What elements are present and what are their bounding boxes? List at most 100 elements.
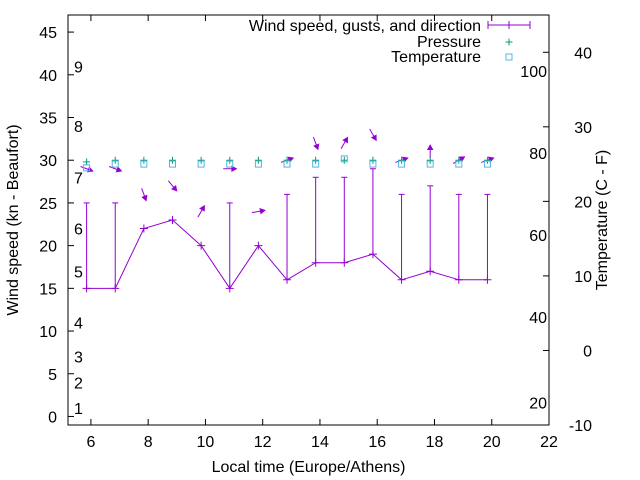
legend-temperature-label: Temperature xyxy=(391,49,481,66)
pressure-point xyxy=(226,156,234,164)
fahrenheit-label: 40 xyxy=(529,310,547,327)
wind-speed-point xyxy=(311,258,320,267)
wind-direction-arrow xyxy=(108,166,123,173)
x-tick-label: 16 xyxy=(368,434,386,451)
pressure-point xyxy=(426,156,434,164)
wind-speed-point xyxy=(168,216,177,224)
x-tick-label: 6 xyxy=(86,434,95,451)
wind-direction-head xyxy=(259,207,266,215)
wind-speed-point xyxy=(340,258,349,267)
wind-speed-point xyxy=(254,241,263,250)
x-tick-label: 8 xyxy=(144,434,153,451)
fahrenheit-label: 100 xyxy=(520,64,547,81)
beaufort-label: 5 xyxy=(74,264,83,281)
y-tick-label: 0 xyxy=(48,409,57,426)
pressure-point xyxy=(111,156,119,164)
temperature-point xyxy=(426,160,434,168)
wind-direction-head xyxy=(141,194,148,202)
y-tick-label: 15 xyxy=(39,281,57,298)
wind-speed-point xyxy=(483,275,492,284)
wind-direction-head xyxy=(199,204,205,212)
wind-direction-arrow xyxy=(312,136,320,151)
x-tick-label: 12 xyxy=(254,434,272,451)
wind-direction-arrow xyxy=(251,207,266,215)
pressure-point xyxy=(312,156,320,164)
x-tick-label: 22 xyxy=(540,434,558,451)
y2-axis-title: Temperature (C - F) xyxy=(594,150,611,290)
wind-speed-point xyxy=(397,275,406,284)
legend-temperature-marker xyxy=(505,53,513,61)
wind-direction-arrow xyxy=(340,136,349,150)
plot-frame xyxy=(67,14,550,426)
temperature-point xyxy=(483,160,491,168)
temperature-point xyxy=(197,160,205,168)
y2-tick-label: 10 xyxy=(574,269,592,286)
y-tick-label: 25 xyxy=(39,196,57,213)
x-tick-label: 10 xyxy=(197,434,215,451)
beaufort-label: 8 xyxy=(74,119,83,136)
wind-direction-head xyxy=(115,166,123,173)
pressure-point xyxy=(254,156,262,164)
y-tick-label: 30 xyxy=(39,153,57,170)
temperature-point xyxy=(254,160,262,168)
wind-speed-point xyxy=(283,275,292,284)
wind-direction-head xyxy=(171,184,178,192)
wind-speed-point xyxy=(368,250,377,259)
y-tick-label: 40 xyxy=(39,68,57,85)
wind-direction-head xyxy=(342,136,349,144)
wind-direction-arrow xyxy=(167,180,178,192)
wind-direction-head xyxy=(426,144,434,151)
temperature-point xyxy=(83,164,91,172)
wind-direction-arrow xyxy=(197,204,205,218)
y-tick-label: 45 xyxy=(39,25,57,42)
y2-tick-label: 0 xyxy=(583,343,592,360)
pressure-point xyxy=(483,156,491,164)
beaufort-label: 1 xyxy=(74,401,83,418)
temperature-point xyxy=(340,155,348,163)
legend-pressure-label: Pressure xyxy=(417,34,481,51)
temperature-point xyxy=(140,160,148,168)
fahrenheit-label: 80 xyxy=(529,146,547,163)
beaufort-label: 3 xyxy=(74,350,83,367)
beaufort-label: 4 xyxy=(74,316,83,333)
wind-speed-point xyxy=(225,284,234,293)
y-tick-label: 10 xyxy=(39,324,57,341)
pressure-point xyxy=(283,156,291,164)
legend-wind-label: Wind speed, gusts, and direction xyxy=(249,18,481,35)
legend-pressure-marker xyxy=(505,38,513,46)
fahrenheit-label: 60 xyxy=(529,228,547,245)
pressure-point xyxy=(340,156,348,164)
pressure-point xyxy=(455,156,463,164)
temperature-point xyxy=(283,160,291,168)
y-tick-label: 20 xyxy=(39,239,57,256)
beaufort-label: 6 xyxy=(74,222,83,239)
wind-direction-arrow xyxy=(426,144,434,159)
pressure-point xyxy=(140,156,148,164)
x-tick-label: 14 xyxy=(311,434,329,451)
wind-direction-head xyxy=(313,143,320,151)
legend-wind-marker xyxy=(505,21,513,29)
temperature-point xyxy=(312,160,320,168)
y2-tick-label: 30 xyxy=(574,120,592,137)
x-tick-label: 20 xyxy=(483,434,501,451)
beaufort-label: 7 xyxy=(74,170,83,187)
wind-speed-point xyxy=(139,224,148,233)
wind-direction-arrow xyxy=(141,188,148,202)
wind-direction-head xyxy=(458,156,466,163)
temperature-point xyxy=(455,160,463,168)
y-tick-label: 5 xyxy=(48,367,57,384)
temperature-point xyxy=(111,160,119,168)
pressure-point xyxy=(197,156,205,164)
pressure-point xyxy=(398,156,406,164)
y2-tick-label: 40 xyxy=(574,45,592,62)
x-tick-label: 18 xyxy=(426,434,444,451)
y2-tick-label: 20 xyxy=(574,194,592,211)
temperature-point xyxy=(169,160,177,168)
wind-speed-point xyxy=(426,267,435,276)
y-tick-label: 35 xyxy=(39,111,57,128)
wind-direction-arrow xyxy=(369,128,377,142)
temperature-point xyxy=(398,160,406,168)
temperature-point xyxy=(369,160,377,168)
